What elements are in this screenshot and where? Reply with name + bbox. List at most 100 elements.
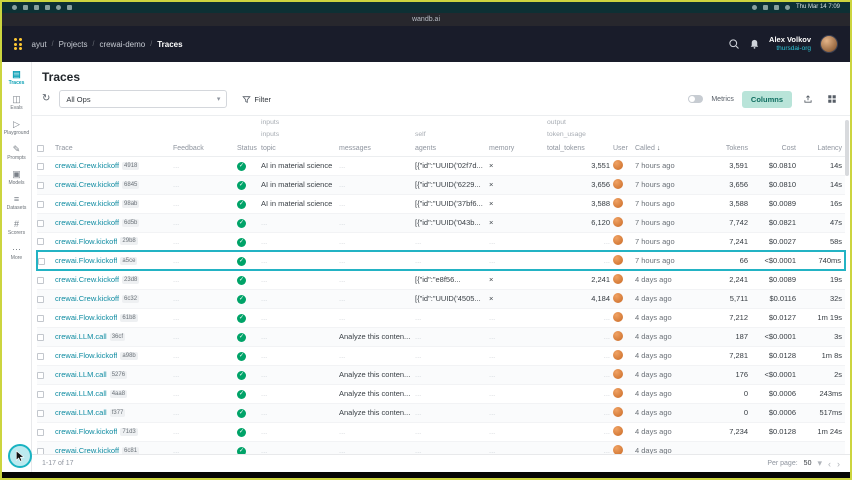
row-checkbox[interactable] (37, 276, 44, 284)
table-row[interactable]: crewai.Crew.kickoff 6d5b... ✓...... [{"id":… (37, 213, 846, 233)
col-header-cost[interactable]: Cost (751, 141, 799, 157)
user-avatar[interactable] (820, 35, 838, 53)
table-row[interactable]: crewai.Crew.kickoff 4918... ✓ AI in materia… (37, 156, 846, 176)
table-row[interactable]: crewai.Flow.kickoff a5ce... ✓.............… (36, 250, 847, 271)
breadcrumb-entity[interactable]: ayut (31, 39, 47, 49)
col-header-feedback[interactable]: Feedback (173, 141, 237, 157)
apple-menu-icon[interactable] (12, 5, 17, 10)
col-header-latency[interactable]: Latency (799, 141, 846, 157)
row-checkbox[interactable] (37, 295, 44, 303)
sidebar-item-datasets[interactable]: ≡ Datasets (7, 194, 27, 211)
col-header-memory[interactable]: memory (489, 141, 547, 157)
grid-view-icon[interactable] (824, 91, 840, 107)
table-row[interactable]: crewai.Crew.kickoff 6845... ✓ AI in materia… (37, 175, 846, 195)
row-checkbox[interactable] (37, 447, 44, 454)
metrics-toggle[interactable] (688, 95, 704, 103)
select-all-checkbox[interactable] (37, 144, 44, 152)
trace-link[interactable]: crewai.Flow.kickoff (55, 236, 118, 246)
col-header-topic[interactable]: topic (261, 141, 339, 157)
trace-link[interactable]: crewai.Crew.kickoff (55, 218, 120, 227)
wandb-logo-icon[interactable] (14, 38, 22, 50)
trace-link[interactable]: crewai.Crew.kickoff (55, 446, 120, 454)
row-checkbox[interactable] (37, 352, 44, 360)
table-row[interactable]: crewai.Flow.kickoff 71d3... ✓.............… (37, 422, 846, 442)
table-row[interactable]: crewai.Crew.kickoff 98ab... ✓ AI in materia… (37, 194, 846, 214)
col-header-trace[interactable]: Trace (55, 141, 173, 157)
breadcrumb-projects[interactable]: Projects (58, 39, 88, 49)
row-checkbox[interactable] (37, 314, 44, 322)
battery-icon[interactable] (773, 5, 779, 10)
menu-item-icon[interactable] (56, 5, 61, 10)
table-row[interactable]: crewai.Crew.kickoff 23d8... ✓...... [{"id":… (37, 270, 846, 290)
menu-item-icon[interactable] (67, 5, 72, 10)
sidebar-item-playground[interactable]: ▷ Playground (4, 119, 29, 136)
refresh-icon[interactable]: ↻ (42, 93, 51, 104)
trace-link[interactable]: crewai.Flow.kickoff (55, 351, 118, 360)
filter-button[interactable]: Filter (236, 90, 277, 108)
per-page-value[interactable]: 50 (803, 460, 812, 467)
trace-link[interactable]: crewai.LLM.call (55, 370, 107, 379)
table-row[interactable]: crewai.LLM.call 5276... ✓... Analyze this c… (37, 365, 846, 385)
table-row[interactable]: crewai.LLM.call f377... ✓... Analyze this c… (37, 403, 846, 423)
export-icon[interactable] (800, 91, 816, 107)
row-checkbox[interactable] (37, 181, 44, 189)
col-header-called[interactable]: Called ↓ (635, 141, 701, 157)
spotlight-icon[interactable] (784, 5, 790, 10)
sidebar-item-more[interactable]: ⋯ More (11, 244, 22, 261)
row-checkbox[interactable] (37, 333, 44, 341)
sidebar-item-models[interactable]: ▣ Models (8, 169, 24, 186)
col-header-status[interactable]: Status (237, 141, 261, 157)
trace-link[interactable]: crewai.Flow.kickoff (55, 427, 118, 436)
trace-link[interactable]: crewai.LLM.call (55, 408, 107, 417)
row-checkbox[interactable] (39, 257, 45, 265)
trace-link[interactable]: crewai.Crew.kickoff (55, 199, 120, 208)
table-row[interactable]: crewai.Crew.kickoff 6c32... ✓...... [{"id":… (37, 289, 846, 309)
table-row[interactable]: crewai.LLM.call 36cf... ✓... Analyze this c… (37, 327, 846, 347)
row-checkbox[interactable] (37, 219, 44, 227)
col-header-user[interactable]: User (613, 141, 635, 157)
table-row[interactable]: crewai.Flow.kickoff 61b8... ✓.............… (37, 308, 846, 328)
row-checkbox[interactable] (37, 390, 44, 398)
sidebar-item-prompts[interactable]: ✎ Prompts (7, 144, 26, 161)
sidebar-item-scorers[interactable]: # Scorers (8, 219, 25, 236)
ops-filter-dropdown[interactable]: All Ops ▾ (59, 90, 228, 108)
col-header-messages[interactable]: messages (339, 141, 415, 157)
table-row[interactable]: crewai.LLM.call 4aa8... ✓... Analyze this c… (37, 384, 846, 404)
menu-item-icon[interactable] (45, 5, 50, 10)
trace-link[interactable]: crewai.Flow.kickoff (55, 256, 118, 265)
row-checkbox[interactable] (37, 409, 44, 417)
breadcrumb-project-name[interactable]: crewai-demo (99, 39, 146, 49)
sidebar-item-traces[interactable]: ▤ Traces (9, 69, 25, 86)
per-page-chevron-icon[interactable]: ▾ (817, 458, 822, 468)
status-icon[interactable] (751, 5, 757, 10)
row-checkbox[interactable] (37, 428, 44, 436)
col-header-tokens[interactable]: Tokens (701, 141, 751, 157)
menu-item-icon[interactable] (34, 5, 39, 10)
next-page-icon[interactable]: › (837, 458, 840, 469)
row-checkbox[interactable] (37, 238, 44, 246)
row-checkbox[interactable] (37, 162, 44, 170)
sidebar-item-evals[interactable]: ◫ Evals (10, 94, 22, 111)
notifications-bell-icon[interactable] (749, 38, 760, 50)
col-header-agents[interactable]: agents (415, 141, 489, 157)
table-row[interactable]: crewai.Flow.kickoff 29b8... ✓.............… (37, 232, 846, 252)
user-org[interactable]: thursdai-org (776, 44, 811, 52)
trace-link[interactable]: crewai.Crew.kickoff (55, 161, 120, 170)
trace-link[interactable]: crewai.LLM.call (55, 332, 107, 341)
trace-link[interactable]: crewai.Flow.kickoff (55, 313, 118, 322)
prev-page-icon[interactable]: ‹ (828, 458, 831, 469)
sort-desc-icon[interactable]: ↓ (656, 144, 661, 152)
col-header-total-tokens[interactable]: total_tokens (547, 141, 613, 157)
table-row[interactable]: crewai.Flow.kickoff a98b... ✓.............… (37, 346, 846, 366)
search-icon[interactable] (728, 38, 740, 50)
row-checkbox[interactable] (37, 200, 44, 208)
wifi-icon[interactable] (762, 5, 768, 10)
app-menu-icon[interactable] (23, 5, 28, 10)
row-checkbox[interactable] (37, 371, 44, 379)
trace-link[interactable]: crewai.Crew.kickoff (55, 294, 120, 303)
trace-link[interactable]: crewai.Crew.kickoff (55, 180, 120, 189)
breadcrumb-current-page[interactable]: Traces (157, 39, 183, 49)
vertical-scrollbar[interactable] (845, 120, 849, 176)
table-row[interactable]: crewai.Crew.kickoff 6c81... ✓.............… (37, 441, 846, 454)
trace-link[interactable]: crewai.LLM.call (55, 389, 107, 398)
